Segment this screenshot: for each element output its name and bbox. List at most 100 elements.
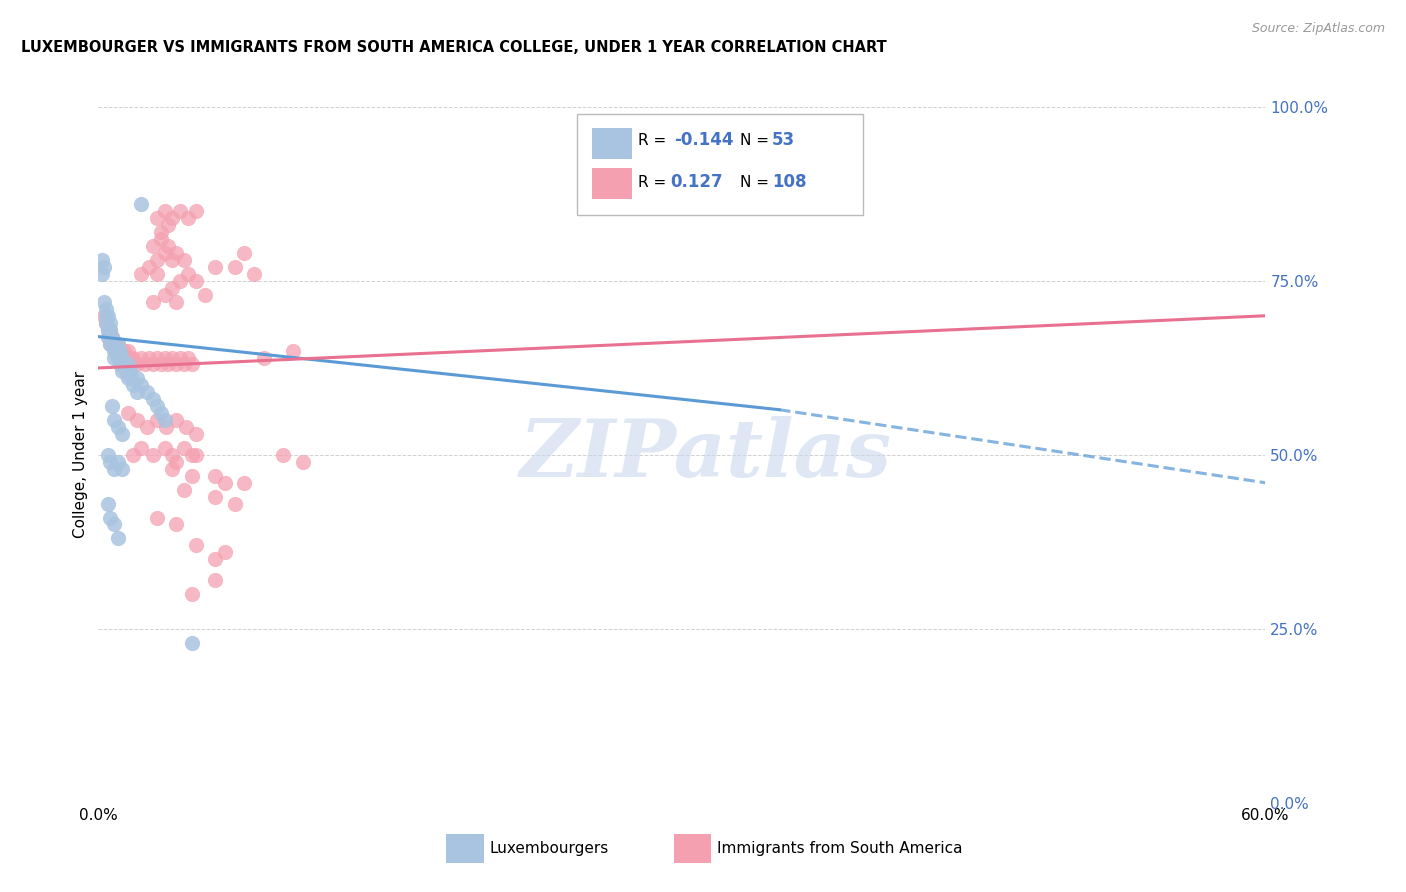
Point [173,358,195,372]
Point [93,294,115,309]
Point [204,468,226,483]
Point [127,385,149,400]
Point [173,441,195,455]
Point [122,448,145,462]
Point [129,441,152,455]
Point [169,204,191,219]
Point [153,413,176,427]
Point [112,358,135,372]
Point [184,427,207,442]
Point [114,364,136,378]
Point [173,483,195,497]
Point [146,267,169,281]
Point [117,358,139,372]
Point [96,316,118,330]
Point [129,267,152,281]
Point [149,225,172,239]
Point [162,211,184,226]
Point [153,351,176,365]
Point [184,448,207,462]
Point [138,351,160,365]
Point [118,364,141,378]
Point [122,351,145,365]
Point [142,392,165,407]
Point [98,455,121,469]
Point [107,420,129,434]
Point [97,309,120,323]
Text: N =: N = [741,133,775,148]
Point [165,294,187,309]
Point [180,358,202,372]
Point [98,323,121,337]
Point [91,267,114,281]
Point [103,336,125,351]
Point [146,351,169,365]
Point [142,448,165,462]
Point [162,253,184,268]
Point [281,343,304,358]
Point [165,413,187,427]
Point [146,253,169,268]
Point [107,455,129,469]
FancyBboxPatch shape [576,114,863,215]
Point [134,358,156,372]
Point [118,351,141,365]
Point [180,587,202,601]
Point [121,358,143,372]
Point [153,288,176,302]
Point [169,351,191,365]
Point [149,232,172,246]
Point [117,406,139,420]
Point [177,211,200,226]
Point [98,336,121,351]
Point [101,329,124,343]
Point [155,420,177,434]
FancyBboxPatch shape [673,834,711,863]
Point [98,316,121,330]
Point [129,197,152,211]
Point [162,351,184,365]
Point [103,517,125,532]
Point [233,475,256,490]
Point [111,351,134,365]
Point [93,260,115,274]
Text: -0.144: -0.144 [673,131,734,150]
Point [146,413,169,427]
Point [97,329,120,343]
Point [184,274,207,288]
Point [97,323,120,337]
Point [177,351,200,365]
Point [162,448,184,462]
Point [98,510,121,524]
Point [111,462,134,476]
Point [91,253,114,268]
Point [204,552,226,566]
Point [111,351,134,365]
Point [101,399,124,413]
Point [117,371,139,385]
Point [97,448,120,462]
Point [146,399,169,413]
Point [108,343,131,358]
Point [136,420,159,434]
Text: 0.127: 0.127 [671,173,723,191]
Point [204,260,226,274]
Point [169,274,191,288]
Text: Luxembourgers: Luxembourgers [489,840,609,855]
Point [107,351,129,365]
Point [142,358,165,372]
Point [149,406,172,420]
Point [93,309,115,323]
Point [97,329,120,343]
Point [121,371,143,385]
Point [98,336,121,351]
Y-axis label: College, Under 1 year: College, Under 1 year [73,371,89,539]
Point [107,532,129,546]
Point [291,455,314,469]
Point [180,468,202,483]
Point [146,510,169,524]
Point [96,301,118,316]
Point [271,448,294,462]
Point [104,343,127,358]
Point [214,475,236,490]
